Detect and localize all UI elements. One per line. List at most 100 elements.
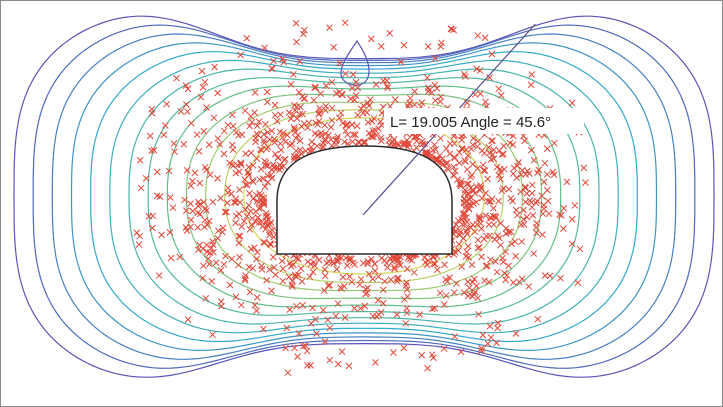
yield-marker (377, 137, 385, 145)
yield-marker (458, 263, 465, 270)
yield-marker (287, 262, 295, 270)
yield-marker (277, 111, 284, 118)
yield-marker (534, 169, 541, 177)
yield-marker (489, 137, 496, 145)
yield-marker (474, 236, 482, 244)
yield-marker (505, 185, 513, 193)
yield-marker (492, 214, 500, 222)
yield-marker (515, 278, 523, 286)
yield-marker (328, 104, 336, 112)
yield-marker (202, 205, 209, 212)
yield-marker (349, 138, 356, 145)
yield-marker (520, 221, 528, 228)
yield-marker (334, 360, 342, 368)
yield-marker (418, 99, 426, 107)
yield-marker (252, 208, 260, 216)
yield-marker (338, 254, 345, 262)
yield-marker (260, 199, 267, 206)
yield-marker (136, 232, 144, 240)
yield-marker (363, 109, 371, 116)
yield-marker (473, 182, 480, 190)
yield-marker (383, 259, 391, 267)
measurement-label-background (384, 108, 584, 134)
yield-marker (253, 155, 261, 162)
yield-marker (295, 271, 302, 279)
yield-marker (243, 212, 251, 220)
yield-marker (379, 77, 387, 85)
yield-marker (246, 122, 254, 130)
yield-marker (371, 267, 379, 275)
yield-marker (560, 204, 568, 212)
yield-marker (474, 32, 482, 39)
yield-marker (209, 198, 217, 206)
yield-marker (254, 248, 261, 256)
yield-marker (136, 156, 144, 164)
yield-marker (357, 275, 365, 283)
yield-marker (146, 132, 154, 140)
yield-marker (484, 340, 492, 347)
yield-marker (321, 121, 329, 129)
yield-marker (475, 213, 483, 220)
yield-marker (306, 273, 314, 281)
yield-marker (545, 210, 553, 218)
yield-marker (163, 100, 170, 108)
yield-marker (484, 197, 492, 205)
yield-marker (444, 159, 451, 167)
yield-marker (248, 221, 256, 228)
yield-marker (232, 293, 240, 301)
yield-marker (300, 120, 308, 127)
yield-marker (390, 349, 397, 356)
yield-marker (465, 254, 473, 261)
yield-marker (194, 224, 202, 231)
yield-marker (393, 311, 401, 318)
yield-marker (475, 310, 482, 318)
yield-marker (451, 167, 459, 175)
yield-marker (177, 108, 185, 115)
yield-marker (205, 141, 213, 149)
yield-marker (507, 228, 515, 236)
yield-marker (264, 178, 272, 186)
yield-marker (405, 140, 413, 148)
yield-marker (242, 272, 249, 279)
yield-marker (222, 252, 229, 260)
yield-marker (525, 283, 533, 290)
yield-marker (541, 159, 549, 167)
yield-marker (198, 67, 206, 75)
yield-marker (336, 59, 344, 67)
yield-marker (494, 232, 502, 240)
yield-marker (183, 101, 190, 109)
yield-marker (544, 197, 552, 205)
yield-marker (363, 289, 371, 297)
yield-marker (523, 190, 531, 197)
yield-marker (476, 67, 484, 74)
yield-marker (187, 223, 194, 231)
yield-marker (421, 140, 429, 148)
yield-marker (253, 122, 261, 130)
yield-marker (433, 85, 441, 92)
yield-marker (321, 272, 329, 280)
yield-marker (450, 163, 458, 171)
yield-marker (232, 219, 239, 227)
yield-marker (510, 164, 518, 172)
yield-marker (364, 119, 372, 126)
yield-marker (442, 292, 450, 299)
yield-marker (447, 25, 455, 33)
yield-marker (364, 260, 372, 268)
yield-marker (480, 235, 488, 243)
yield-marker (165, 167, 173, 175)
yield-marker (403, 265, 411, 273)
yield-marker (393, 275, 401, 282)
yield-marker (276, 161, 284, 169)
yield-marker (182, 82, 190, 89)
yield-marker (574, 279, 582, 286)
yield-marker (484, 175, 492, 183)
yield-marker (458, 136, 466, 144)
yield-marker (464, 242, 472, 250)
yield-marker (528, 199, 535, 206)
yield-marker (540, 178, 548, 186)
yield-marker (270, 264, 278, 271)
yield-marker (335, 253, 343, 261)
yield-marker (479, 331, 487, 339)
